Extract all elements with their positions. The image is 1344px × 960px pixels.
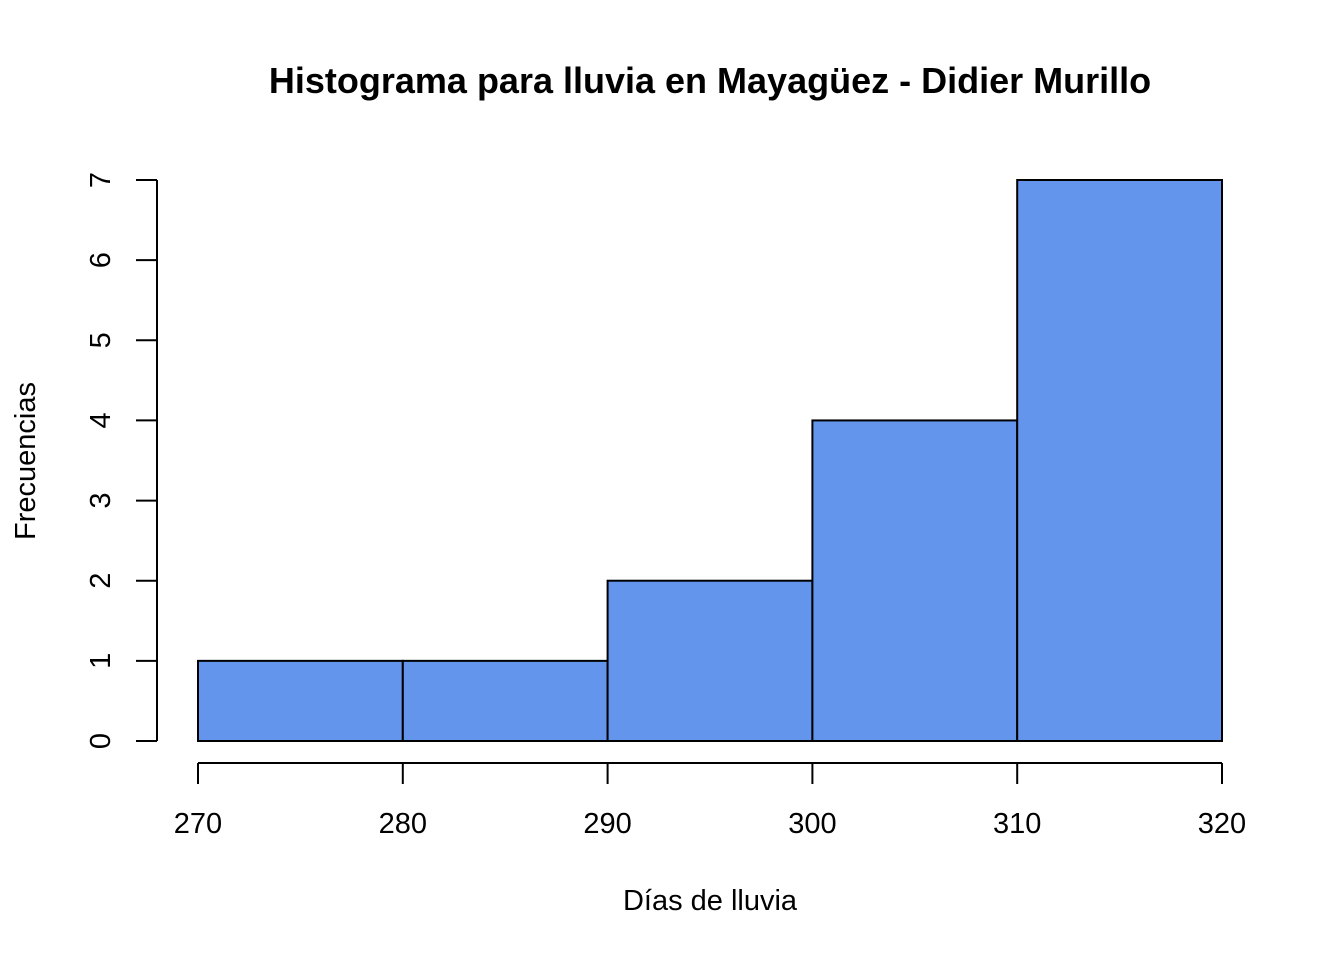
x-axis: 270 280 290 300 310 320 bbox=[174, 762, 1246, 840]
y-tick-label-5: 5 bbox=[85, 332, 117, 348]
histogram-bar-300-310 bbox=[811, 419, 1019, 742]
y-tick-label-7: 7 bbox=[85, 172, 117, 188]
x-tick-label-300: 300 bbox=[788, 808, 836, 840]
histogram-bar-280-290 bbox=[401, 659, 609, 742]
histogram-bar-310-320 bbox=[1016, 179, 1224, 742]
y-tick-label-3: 3 bbox=[85, 493, 117, 509]
y-axis-label: Frecuencias bbox=[10, 382, 42, 540]
y-tick-label-1: 1 bbox=[85, 653, 117, 669]
y-tick-label-6: 6 bbox=[85, 252, 117, 268]
x-tick-label-280: 280 bbox=[379, 808, 427, 840]
histogram-bar-270-280 bbox=[197, 659, 404, 742]
x-tick-label-310: 310 bbox=[993, 808, 1041, 840]
x-tick-label-290: 290 bbox=[583, 808, 631, 840]
chart-title: Histograma para lluvia en Mayagüez - Did… bbox=[269, 60, 1151, 101]
x-tick-label-270: 270 bbox=[174, 808, 222, 840]
histogram-bars bbox=[197, 179, 1224, 743]
y-axis: 0 1 2 3 4 5 6 7 bbox=[85, 172, 158, 749]
y-tick-label-4: 4 bbox=[85, 412, 117, 428]
x-axis-label: Días de lluvia bbox=[623, 885, 798, 917]
x-tick-label-320: 320 bbox=[1198, 808, 1246, 840]
y-tick-label-0: 0 bbox=[85, 733, 117, 749]
y-tick-label-2: 2 bbox=[85, 573, 117, 589]
histogram-bar-290-300 bbox=[606, 579, 814, 743]
